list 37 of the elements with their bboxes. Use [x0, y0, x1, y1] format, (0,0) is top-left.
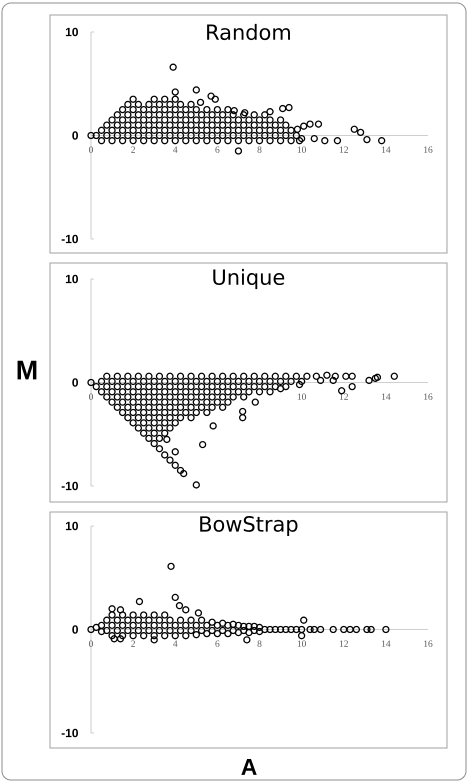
x-tick-label: 12: [340, 640, 348, 647]
x-tick-label: 10: [298, 640, 306, 647]
x-tick-label: 4: [173, 640, 178, 647]
chart-title: Unique: [213, 268, 284, 290]
x-tick-label: 4: [173, 146, 178, 153]
x-tick-label: 12: [340, 146, 348, 153]
x-tick-label: 10: [298, 146, 306, 153]
chart-title: BowStrap: [200, 516, 298, 536]
y-tick-label: -10: [62, 482, 78, 490]
y-tick-label: 10: [66, 274, 78, 284]
y-tick-label: -10: [62, 728, 78, 738]
x-tick-label: 2: [131, 640, 135, 647]
x-tick-label: 14: [382, 640, 390, 647]
x-tick-label: 0: [88, 394, 94, 400]
x-tick-label: 16: [424, 146, 432, 153]
x-tick-label: 8: [257, 146, 262, 153]
y-axis-title: M: [18, 360, 36, 380]
chart-title: Random: [207, 24, 290, 40]
x-tick-label: 0: [88, 640, 94, 647]
x-tick-label: 0: [88, 146, 94, 153]
y-tick-label: 0: [72, 131, 78, 140]
y-tick-label: -10: [62, 234, 78, 244]
x-tick-label: 6: [215, 146, 220, 153]
x-tick-label: 6: [215, 640, 220, 647]
y-tick-label: 0: [72, 625, 78, 634]
x-tick-label: 12: [340, 394, 348, 400]
x-tick-label: 8: [257, 640, 262, 647]
x-tick-label: 16: [424, 640, 432, 647]
x-tick-label: 14: [382, 146, 390, 153]
y-tick-label: 10: [66, 28, 78, 36]
x-tick-label: 10: [298, 394, 306, 400]
y-tick-label: 0: [72, 378, 78, 387]
y-tick-label: 10: [66, 522, 78, 530]
x-tick-label: 2: [131, 146, 135, 153]
x-axis-title: A: [241, 759, 257, 775]
x-tick-label: 14: [382, 394, 390, 400]
x-tick-label: 16: [424, 394, 432, 400]
